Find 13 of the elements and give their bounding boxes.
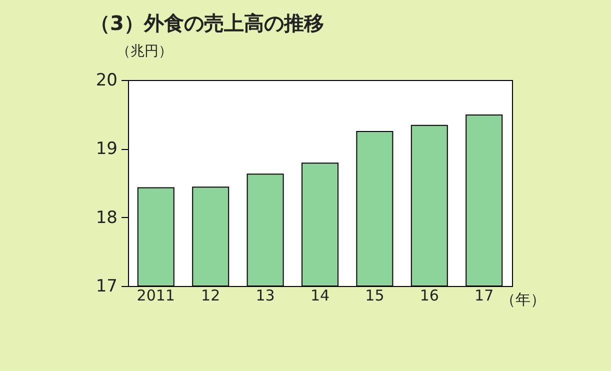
x-tick-label: 14 — [310, 286, 330, 304]
chart-title: （3）外食の売上高の推移 — [90, 11, 324, 35]
y-tick-label: 19 — [96, 139, 118, 160]
x-axis-title: （年） — [500, 290, 546, 308]
x-tick-label: 2011 — [136, 286, 175, 304]
x-tick-label: 16 — [420, 286, 439, 304]
x-tick-label: 15 — [365, 286, 384, 304]
x-tick-label: 12 — [201, 286, 220, 304]
x-tick-label: 17 — [474, 286, 494, 304]
x-tick-label: 13 — [256, 286, 275, 304]
y-tick-label: 18 — [96, 208, 118, 228]
y-tick-label: 20 — [96, 70, 118, 90]
y-axis-title: （兆円） — [116, 44, 172, 60]
